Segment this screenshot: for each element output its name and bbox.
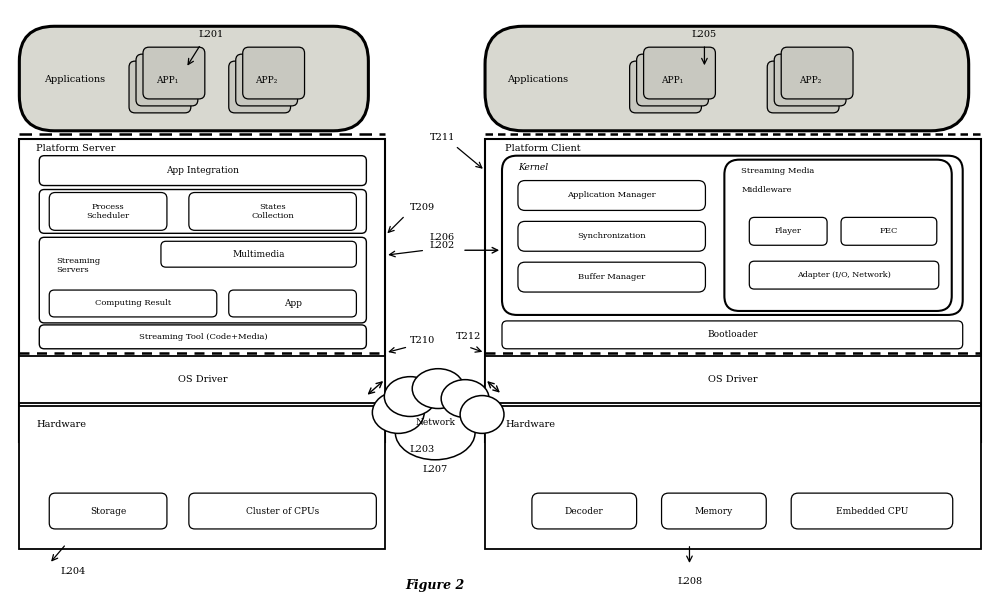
Text: T209: T209 [410,203,435,212]
Text: T211: T211 [429,133,455,142]
Text: Application Manager: Application Manager [567,192,656,200]
Text: App: App [284,299,302,308]
FancyBboxPatch shape [532,493,637,529]
Text: Platform Server: Platform Server [36,144,116,153]
FancyBboxPatch shape [39,155,366,186]
Text: Hardware: Hardware [36,420,86,429]
Text: Applications: Applications [44,74,105,83]
Text: L206: L206 [430,233,455,242]
Ellipse shape [372,391,424,433]
FancyBboxPatch shape [781,47,853,99]
FancyBboxPatch shape [136,54,198,106]
Text: L207: L207 [423,465,448,474]
FancyBboxPatch shape [644,47,715,99]
Bar [485,405,981,549]
Text: Streaming Tool (Code+Media): Streaming Tool (Code+Media) [139,333,267,341]
FancyBboxPatch shape [129,61,191,113]
FancyBboxPatch shape [19,26,368,131]
Text: Platform Client: Platform Client [505,144,581,153]
Ellipse shape [460,396,504,433]
FancyBboxPatch shape [49,493,167,529]
FancyBboxPatch shape [39,237,366,323]
Ellipse shape [441,380,489,417]
Text: L203: L203 [410,445,435,454]
Text: States
Collection: States Collection [251,203,294,220]
Text: Streaming
Servers: Streaming Servers [56,257,100,274]
Text: Player: Player [775,227,802,235]
Bar [19,356,385,402]
FancyBboxPatch shape [161,241,356,267]
Bar [485,139,981,442]
Text: Buffer Manager: Buffer Manager [578,273,645,281]
Text: L208: L208 [677,577,702,586]
Ellipse shape [395,405,475,460]
FancyBboxPatch shape [229,61,291,113]
Text: L202: L202 [430,241,455,250]
Text: L201: L201 [198,30,223,39]
FancyBboxPatch shape [767,61,839,113]
FancyBboxPatch shape [662,493,766,529]
Text: Embedded CPU: Embedded CPU [836,506,908,515]
FancyBboxPatch shape [189,493,376,529]
Text: Cluster of CPUs: Cluster of CPUs [246,506,319,515]
Text: Process
Scheduler: Process Scheduler [87,203,130,220]
FancyBboxPatch shape [630,61,701,113]
FancyBboxPatch shape [518,180,705,211]
Text: App Integration: App Integration [166,166,239,175]
Text: Bootloader: Bootloader [707,330,758,339]
FancyBboxPatch shape [39,325,366,349]
Bar [485,356,981,402]
FancyBboxPatch shape [518,262,705,292]
FancyBboxPatch shape [518,221,705,251]
Text: L205: L205 [692,30,717,39]
FancyBboxPatch shape [49,290,217,317]
FancyBboxPatch shape [749,217,827,245]
Text: OS Driver: OS Driver [178,374,228,384]
FancyBboxPatch shape [841,217,937,245]
Text: Kernel: Kernel [518,163,548,172]
Text: OS Driver: OS Driver [708,374,757,384]
Text: Computing Result: Computing Result [95,299,171,307]
FancyBboxPatch shape [749,261,939,289]
Text: Storage: Storage [90,506,126,515]
FancyBboxPatch shape [774,54,846,106]
Text: APP₂: APP₂ [799,76,821,85]
FancyBboxPatch shape [724,160,952,311]
FancyBboxPatch shape [39,189,366,234]
FancyBboxPatch shape [143,47,205,99]
FancyBboxPatch shape [502,155,963,315]
Text: Memory: Memory [695,506,733,515]
Text: FEC: FEC [880,227,898,235]
FancyBboxPatch shape [236,54,298,106]
Text: Adapter (I/O, Network): Adapter (I/O, Network) [797,271,891,279]
Text: Synchronization: Synchronization [577,232,646,240]
FancyBboxPatch shape [791,493,953,529]
Text: Network: Network [415,418,455,427]
Text: APP₂: APP₂ [255,76,278,85]
FancyBboxPatch shape [243,47,305,99]
Text: Multimedia: Multimedia [232,250,285,259]
FancyBboxPatch shape [189,192,356,231]
Ellipse shape [384,377,436,416]
FancyBboxPatch shape [485,26,969,131]
Text: T210: T210 [410,336,435,345]
FancyBboxPatch shape [229,290,356,317]
Text: APP₁: APP₁ [156,76,178,85]
Text: Streaming Media: Streaming Media [741,166,815,175]
FancyBboxPatch shape [49,192,167,231]
Text: APP₁: APP₁ [661,76,684,85]
Bar [19,405,385,549]
Text: Decoder: Decoder [565,506,604,515]
Bar [19,139,385,442]
Ellipse shape [412,368,464,408]
Text: Middleware: Middleware [741,186,792,194]
Text: L204: L204 [61,567,86,576]
Text: Applications: Applications [507,74,568,83]
Text: Hardware: Hardware [505,420,555,429]
Text: Figure 2: Figure 2 [406,579,465,592]
FancyBboxPatch shape [502,321,963,349]
Text: T212: T212 [455,332,481,341]
FancyBboxPatch shape [637,54,708,106]
